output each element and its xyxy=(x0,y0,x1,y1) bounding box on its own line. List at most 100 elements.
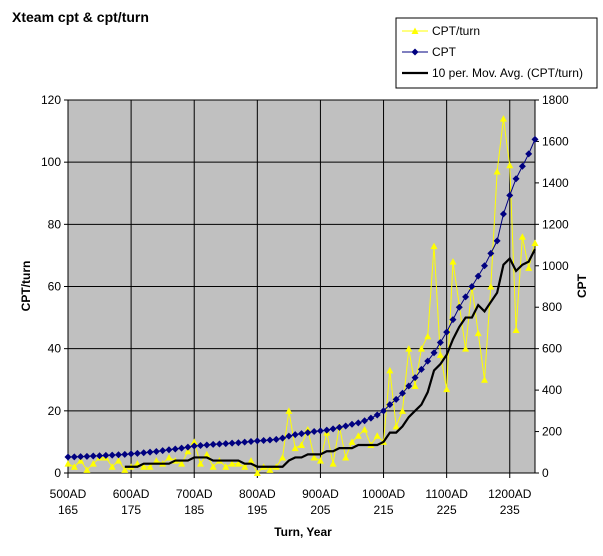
marker xyxy=(386,401,394,409)
marker xyxy=(310,428,318,436)
y-tick-label: 100 xyxy=(41,155,61,169)
marker xyxy=(165,453,173,461)
marker xyxy=(190,438,198,445)
marker xyxy=(512,326,520,334)
marker xyxy=(114,451,122,459)
marker xyxy=(228,439,236,447)
marker xyxy=(493,167,501,175)
marker xyxy=(354,419,362,427)
marker xyxy=(462,345,470,352)
marker xyxy=(386,366,394,374)
x-axis-title: Turn, Year xyxy=(274,525,332,539)
marker xyxy=(506,191,514,199)
y2-tick-label: 1400 xyxy=(542,176,569,190)
marker xyxy=(146,463,154,470)
marker xyxy=(361,425,369,433)
marker xyxy=(405,382,413,390)
marker xyxy=(285,432,293,440)
marker xyxy=(133,449,141,457)
chart-title: Xteam cpt & cpt/turn xyxy=(12,9,149,25)
marker xyxy=(165,446,173,454)
x-tick-year: 1000AD xyxy=(362,487,406,501)
marker xyxy=(266,436,274,444)
y2-tick-label: 400 xyxy=(542,383,562,397)
marker xyxy=(348,420,356,428)
marker xyxy=(197,460,205,467)
marker xyxy=(241,438,249,446)
marker xyxy=(260,436,268,444)
marker xyxy=(96,452,104,460)
plot-border xyxy=(67,99,536,474)
marker xyxy=(499,210,507,218)
marker xyxy=(493,237,501,245)
marker xyxy=(443,385,451,393)
y-tick-label: 60 xyxy=(48,280,62,294)
legend-marker xyxy=(411,48,419,56)
marker xyxy=(436,351,444,358)
marker xyxy=(178,460,186,467)
marker xyxy=(531,239,539,246)
marker xyxy=(373,411,381,419)
marker xyxy=(499,115,507,122)
x-tick-label: 235 xyxy=(500,503,520,517)
legend-marker xyxy=(411,27,419,34)
marker xyxy=(348,438,356,445)
marker xyxy=(197,441,205,449)
marker xyxy=(234,439,242,447)
marker xyxy=(159,447,167,455)
marker xyxy=(222,440,230,448)
marker xyxy=(380,407,388,415)
marker xyxy=(392,422,400,430)
legend-label: 10 per. Mov. Avg. (CPT/turn) xyxy=(432,66,583,80)
legend-label: CPT/turn xyxy=(432,24,480,38)
marker xyxy=(487,283,495,290)
marker xyxy=(291,431,299,439)
marker xyxy=(373,432,381,439)
marker xyxy=(443,328,451,336)
marker xyxy=(424,332,432,340)
y-axis-title: CPT/turn xyxy=(19,261,33,312)
marker xyxy=(411,382,419,389)
marker xyxy=(436,338,444,346)
marker xyxy=(64,453,72,461)
marker xyxy=(83,452,91,460)
x-tick-label: 165 xyxy=(58,503,78,517)
marker xyxy=(481,262,489,270)
marker xyxy=(298,430,305,438)
marker xyxy=(323,426,331,434)
marker xyxy=(512,175,520,183)
x-tick-year: 800AD xyxy=(239,487,276,501)
marker xyxy=(77,457,85,464)
marker xyxy=(203,441,211,449)
marker xyxy=(222,463,230,470)
marker xyxy=(140,463,148,470)
y-tick-label: 0 xyxy=(54,466,61,480)
marker xyxy=(398,389,406,397)
marker xyxy=(184,443,192,451)
marker xyxy=(449,316,457,324)
marker xyxy=(487,249,495,257)
marker xyxy=(531,135,539,143)
marker xyxy=(310,453,318,461)
marker xyxy=(127,450,135,458)
marker xyxy=(190,442,198,450)
marker xyxy=(253,437,261,445)
marker xyxy=(184,447,192,455)
marker xyxy=(108,451,116,459)
y2-axis-title: CPT xyxy=(575,273,589,298)
y2-tick-label: 600 xyxy=(542,342,562,356)
marker xyxy=(342,453,350,461)
marker xyxy=(449,258,457,265)
marker xyxy=(398,407,406,414)
legend xyxy=(395,17,598,89)
marker xyxy=(77,453,85,461)
y2-tick-label: 1000 xyxy=(542,259,569,273)
marker xyxy=(178,444,186,452)
marker xyxy=(171,445,179,453)
marker xyxy=(417,365,425,373)
y-tick-label: 80 xyxy=(48,217,62,231)
x-tick-label: 195 xyxy=(247,503,267,517)
legend-label: CPT xyxy=(432,45,457,59)
marker xyxy=(424,357,432,365)
marker xyxy=(121,466,129,473)
